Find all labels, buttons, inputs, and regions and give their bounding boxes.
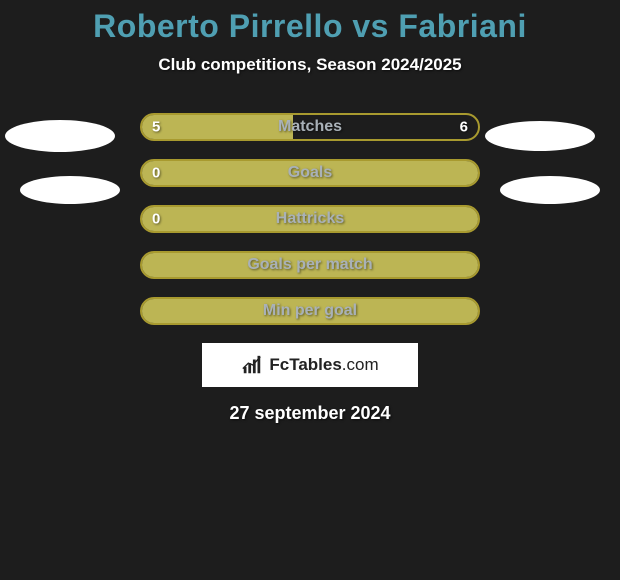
stat-bar-fill xyxy=(142,115,293,139)
stat-value-left: 0 xyxy=(152,165,160,182)
logo-prefix: Fc xyxy=(269,355,289,374)
stat-row: Goals per match xyxy=(140,251,480,279)
stat-bar: Goals 0 xyxy=(140,159,480,187)
decorative-ellipse xyxy=(5,120,115,152)
stat-value-right: 6 xyxy=(460,119,468,136)
logo-main: Tables xyxy=(289,355,342,374)
stat-bar: Min per goal xyxy=(140,297,480,325)
page-title: Roberto Pirrello vs Fabriani xyxy=(0,0,620,45)
stat-bar: Hattricks 0 xyxy=(140,205,480,233)
stat-label: Min per goal xyxy=(263,302,357,320)
subtitle: Club competitions, Season 2024/2025 xyxy=(0,55,620,75)
stat-row: Matches 5 6 xyxy=(140,113,480,141)
logo-box: FcTables.com xyxy=(202,343,418,387)
stat-row: Goals 0 xyxy=(140,159,480,187)
stat-value-left: 0 xyxy=(152,211,160,228)
stat-value-left: 5 xyxy=(152,119,160,136)
stat-label: Matches xyxy=(278,118,342,136)
stat-bar: Matches 5 6 xyxy=(140,113,480,141)
date-text: 27 september 2024 xyxy=(0,403,620,424)
decorative-ellipse xyxy=(500,176,600,204)
stat-row: Hattricks 0 xyxy=(140,205,480,233)
stat-bar: Goals per match xyxy=(140,251,480,279)
stat-row: Min per goal xyxy=(140,297,480,325)
logo-text: FcTables.com xyxy=(269,355,378,375)
barchart-icon xyxy=(241,354,263,376)
logo-suffix: .com xyxy=(342,355,379,374)
decorative-ellipse xyxy=(20,176,120,204)
stat-label: Goals per match xyxy=(247,256,372,274)
stat-label: Goals xyxy=(288,164,332,182)
comparison-infographic: Roberto Pirrello vs Fabriani Club compet… xyxy=(0,0,620,580)
decorative-ellipse xyxy=(485,121,595,151)
stat-label: Hattricks xyxy=(276,210,344,228)
